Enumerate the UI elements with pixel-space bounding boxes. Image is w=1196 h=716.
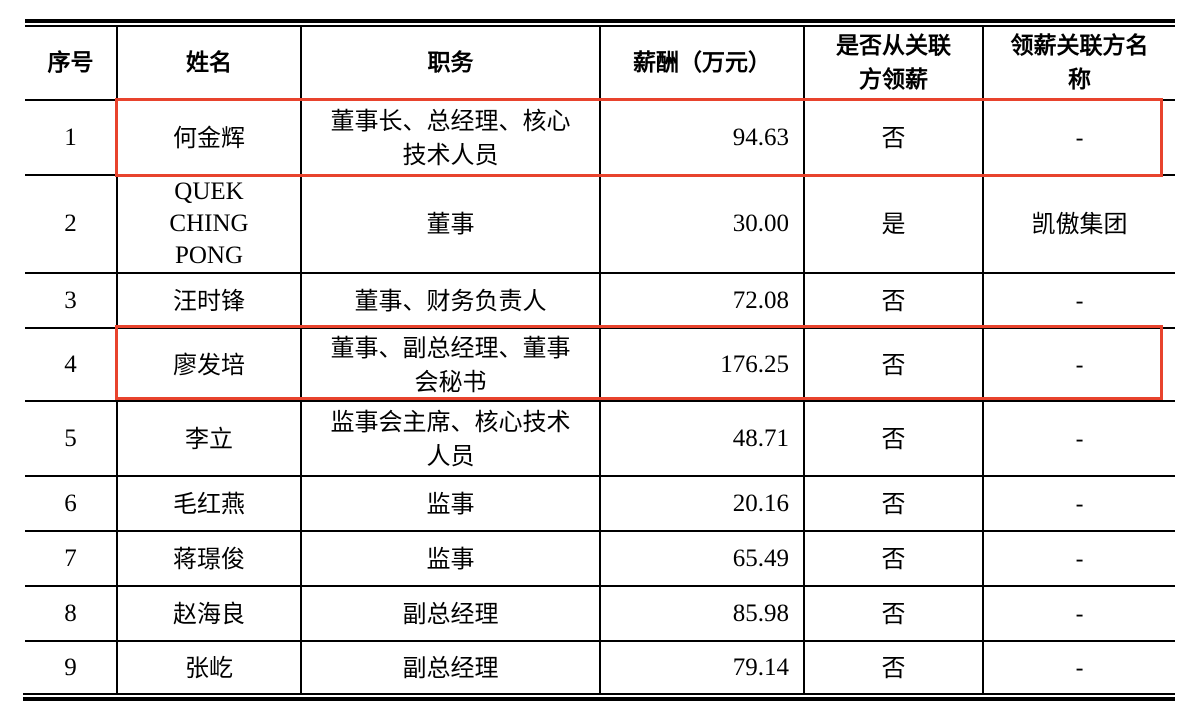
row-number: 2 (25, 174, 118, 274)
highlight-box-row-4 (115, 325, 1163, 400)
position-cell: 董事、财务负责人 (300, 272, 601, 329)
name-cell: 李立 (116, 400, 302, 477)
name-cell: 赵海良 (116, 585, 302, 642)
table-row: 8 赵海良 副总经理 85.98 否 - (25, 585, 1175, 642)
name-cell: 廖发培 (116, 327, 302, 402)
salary-cell: 85.98 (599, 585, 805, 642)
header-no: 序号 (25, 26, 118, 101)
highlight-box-row-1 (115, 98, 1163, 177)
table-top-rule (25, 19, 1175, 23)
position-cell: 监事会主席、核心技术人员 (300, 400, 601, 477)
row-number: 6 (25, 475, 118, 532)
position-cell: 董事 (300, 174, 601, 274)
position-cell: 监事 (300, 530, 601, 587)
from-related-cell: 是 (803, 174, 984, 274)
from-related-cell: 否 (803, 475, 984, 532)
header-salary: 薪酬（万元） (599, 26, 805, 101)
table-row: 5 李立 监事会主席、核心技术人员 48.71 否 - (25, 400, 1175, 477)
salary-cell: 72.08 (599, 272, 805, 329)
name-cell: 汪时锋 (116, 272, 302, 329)
name-cell: 蒋璟俊 (116, 530, 302, 587)
from-related-cell: 否 (803, 585, 984, 642)
table-row: 6 毛红燕 监事 20.16 否 - (25, 475, 1175, 532)
header-row: 序号 姓名 职务 薪酬（万元） 是否从关联方领薪 领薪关联方名称 (25, 26, 1175, 101)
position-cell: 董事、副总经理、董事会秘书 (300, 327, 601, 402)
position-cell: 副总经理 (300, 585, 601, 642)
name-cell: 何金辉 (116, 99, 302, 176)
related-party-cell: - (982, 530, 1175, 587)
header-from-related: 是否从关联方领薪 (803, 26, 984, 101)
table-row: 7 蒋璟俊 监事 65.49 否 - (25, 530, 1175, 587)
table-bottom-rule-thin (23, 693, 1175, 695)
row-number: 8 (25, 585, 118, 642)
name-cell: QUEK CHING PONG (116, 174, 302, 274)
row-number: 5 (25, 400, 118, 477)
salary-cell: 30.00 (599, 174, 805, 274)
from-related-cell: 否 (803, 327, 984, 402)
row-number: 7 (25, 530, 118, 587)
row-number: 3 (25, 272, 118, 329)
related-party-cell: - (982, 272, 1175, 329)
position-cell: 副总经理 (300, 640, 601, 694)
table-row: 3 汪时锋 董事、财务负责人 72.08 否 - (25, 272, 1175, 329)
salary-cell: 65.49 (599, 530, 805, 587)
salary-cell: 176.25 (599, 327, 805, 402)
header-related-party: 领薪关联方名称 (982, 26, 1175, 101)
table-row: 4 廖发培 董事、副总经理、董事会秘书 176.25 否 - (25, 327, 1175, 402)
related-party-cell: - (982, 99, 1175, 176)
related-party-cell: - (982, 327, 1175, 402)
table-row: 2 QUEK CHING PONG 董事 30.00 是凯傲集团 (25, 174, 1175, 274)
name-cell: 毛红燕 (116, 475, 302, 532)
from-related-cell: 否 (803, 99, 984, 176)
row-number: 9 (25, 640, 118, 694)
salary-table: 序号 姓名 职务 薪酬（万元） 是否从关联方领薪 领薪关联方名称 1 何金辉 董事长… (25, 26, 1175, 694)
salary-cell: 20.16 (599, 475, 805, 532)
salary-cell: 79.14 (599, 640, 805, 694)
from-related-cell: 否 (803, 640, 984, 694)
header-name: 姓名 (116, 26, 302, 101)
table-bottom-rule (23, 697, 1175, 701)
name-cell: 张屹 (116, 640, 302, 694)
related-party-cell: - (982, 400, 1175, 477)
table-row: 9 张屹 副总经理 79.14 否 - (25, 640, 1175, 694)
related-party-cell: - (982, 475, 1175, 532)
row-number: 4 (25, 327, 118, 402)
salary-cell: 94.63 (599, 99, 805, 176)
from-related-cell: 否 (803, 400, 984, 477)
header-position: 职务 (300, 26, 601, 101)
salary-cell: 48.71 (599, 400, 805, 477)
related-party-cell: 凯傲集团 (982, 174, 1175, 274)
from-related-cell: 否 (803, 272, 984, 329)
from-related-cell: 否 (803, 530, 984, 587)
row-number: 1 (25, 99, 118, 176)
position-cell: 监事 (300, 475, 601, 532)
related-party-cell: - (982, 585, 1175, 642)
related-party-cell: - (982, 640, 1175, 694)
